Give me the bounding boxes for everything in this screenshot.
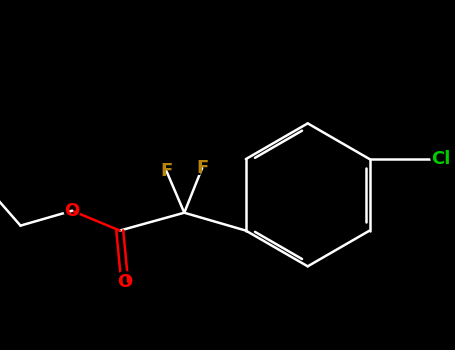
Text: F: F — [194, 156, 210, 180]
Text: F: F — [196, 159, 208, 177]
Text: O: O — [62, 199, 82, 223]
Text: F: F — [160, 162, 172, 180]
Text: Cl: Cl — [431, 150, 451, 168]
Text: F: F — [158, 159, 174, 183]
Text: Cl: Cl — [429, 147, 454, 171]
Text: O: O — [117, 273, 132, 291]
Text: O: O — [115, 270, 135, 294]
Text: O: O — [65, 202, 80, 220]
